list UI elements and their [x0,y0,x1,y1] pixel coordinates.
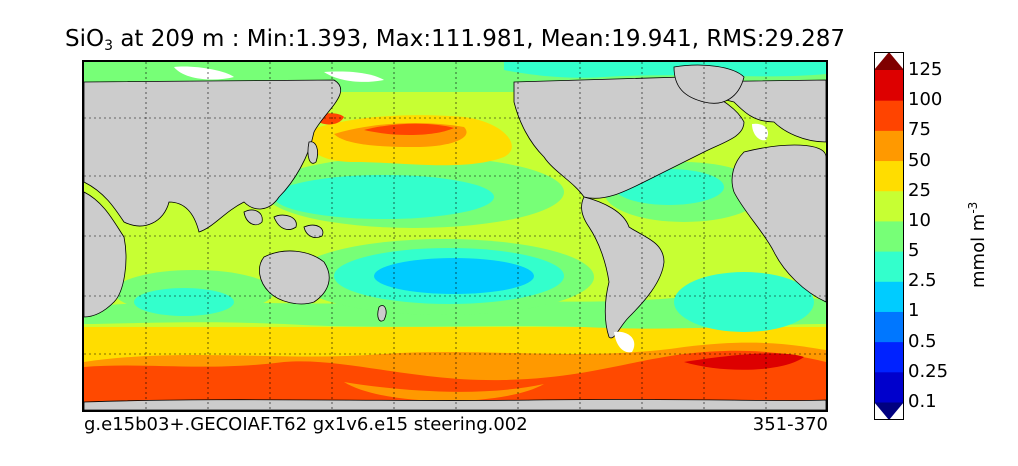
colorbar-swatch [874,311,904,343]
svg-text:mmol m-3: mmol m-3 [966,202,989,288]
colorbar-swatch [874,70,904,101]
colorbar-tick-label: 0.5 [908,330,937,352]
units-exponent: -3 [966,202,980,214]
units-text: mmol m [968,214,989,288]
colorbar-swatch [874,281,904,312]
contour-map [84,62,826,410]
title-stats: at 209 m : Min:1.393, Max:111.981, Mean:… [113,26,845,52]
colorbar-swatch [874,220,904,252]
colorbar-swatch [874,160,904,192]
colorbar-swatch [874,130,904,162]
colorbar-swatch [874,52,904,70]
colorbar-swatch [874,371,904,403]
colorbar-tick-label: 125 [908,59,943,80]
colorbar-tick-label: 2.5 [908,270,937,292]
map-panel [82,60,828,412]
case-name: g.e15b03+.GECOIAF.T62 gx1v6.e15 steering… [84,414,528,435]
colorbar-swatch [874,402,904,420]
colorbar [874,52,904,420]
title-variable-subscript: 3 [104,38,114,54]
plot-title: SiO3 at 209 m : Min:1.393, Max:111.981, … [0,26,910,54]
colorbar-tick-label: 100 [908,89,943,111]
colorbar-tick-label: 50 [908,149,931,171]
colorbar-swatch [874,190,904,222]
colorbar-swatch [874,251,904,282]
colorbar-tick-label: 5 [908,240,920,262]
colorbar-tick-label: 25 [908,179,931,201]
colorbar-tick-label: 1 [908,300,920,322]
colorbar-units-label: mmol m-3 [966,202,989,288]
colorbar-swatch [874,341,904,373]
colorbar-tick-label: 0.1 [908,391,937,412]
colorbar-tick-label: 10 [908,209,931,231]
year-range: 351-370 [752,414,828,435]
colorbar-tick-label: 0.25 [908,360,949,382]
colorbar-swatch [874,100,904,131]
colorbar-tick-label: 75 [908,119,931,141]
title-variable: SiO [65,26,105,52]
